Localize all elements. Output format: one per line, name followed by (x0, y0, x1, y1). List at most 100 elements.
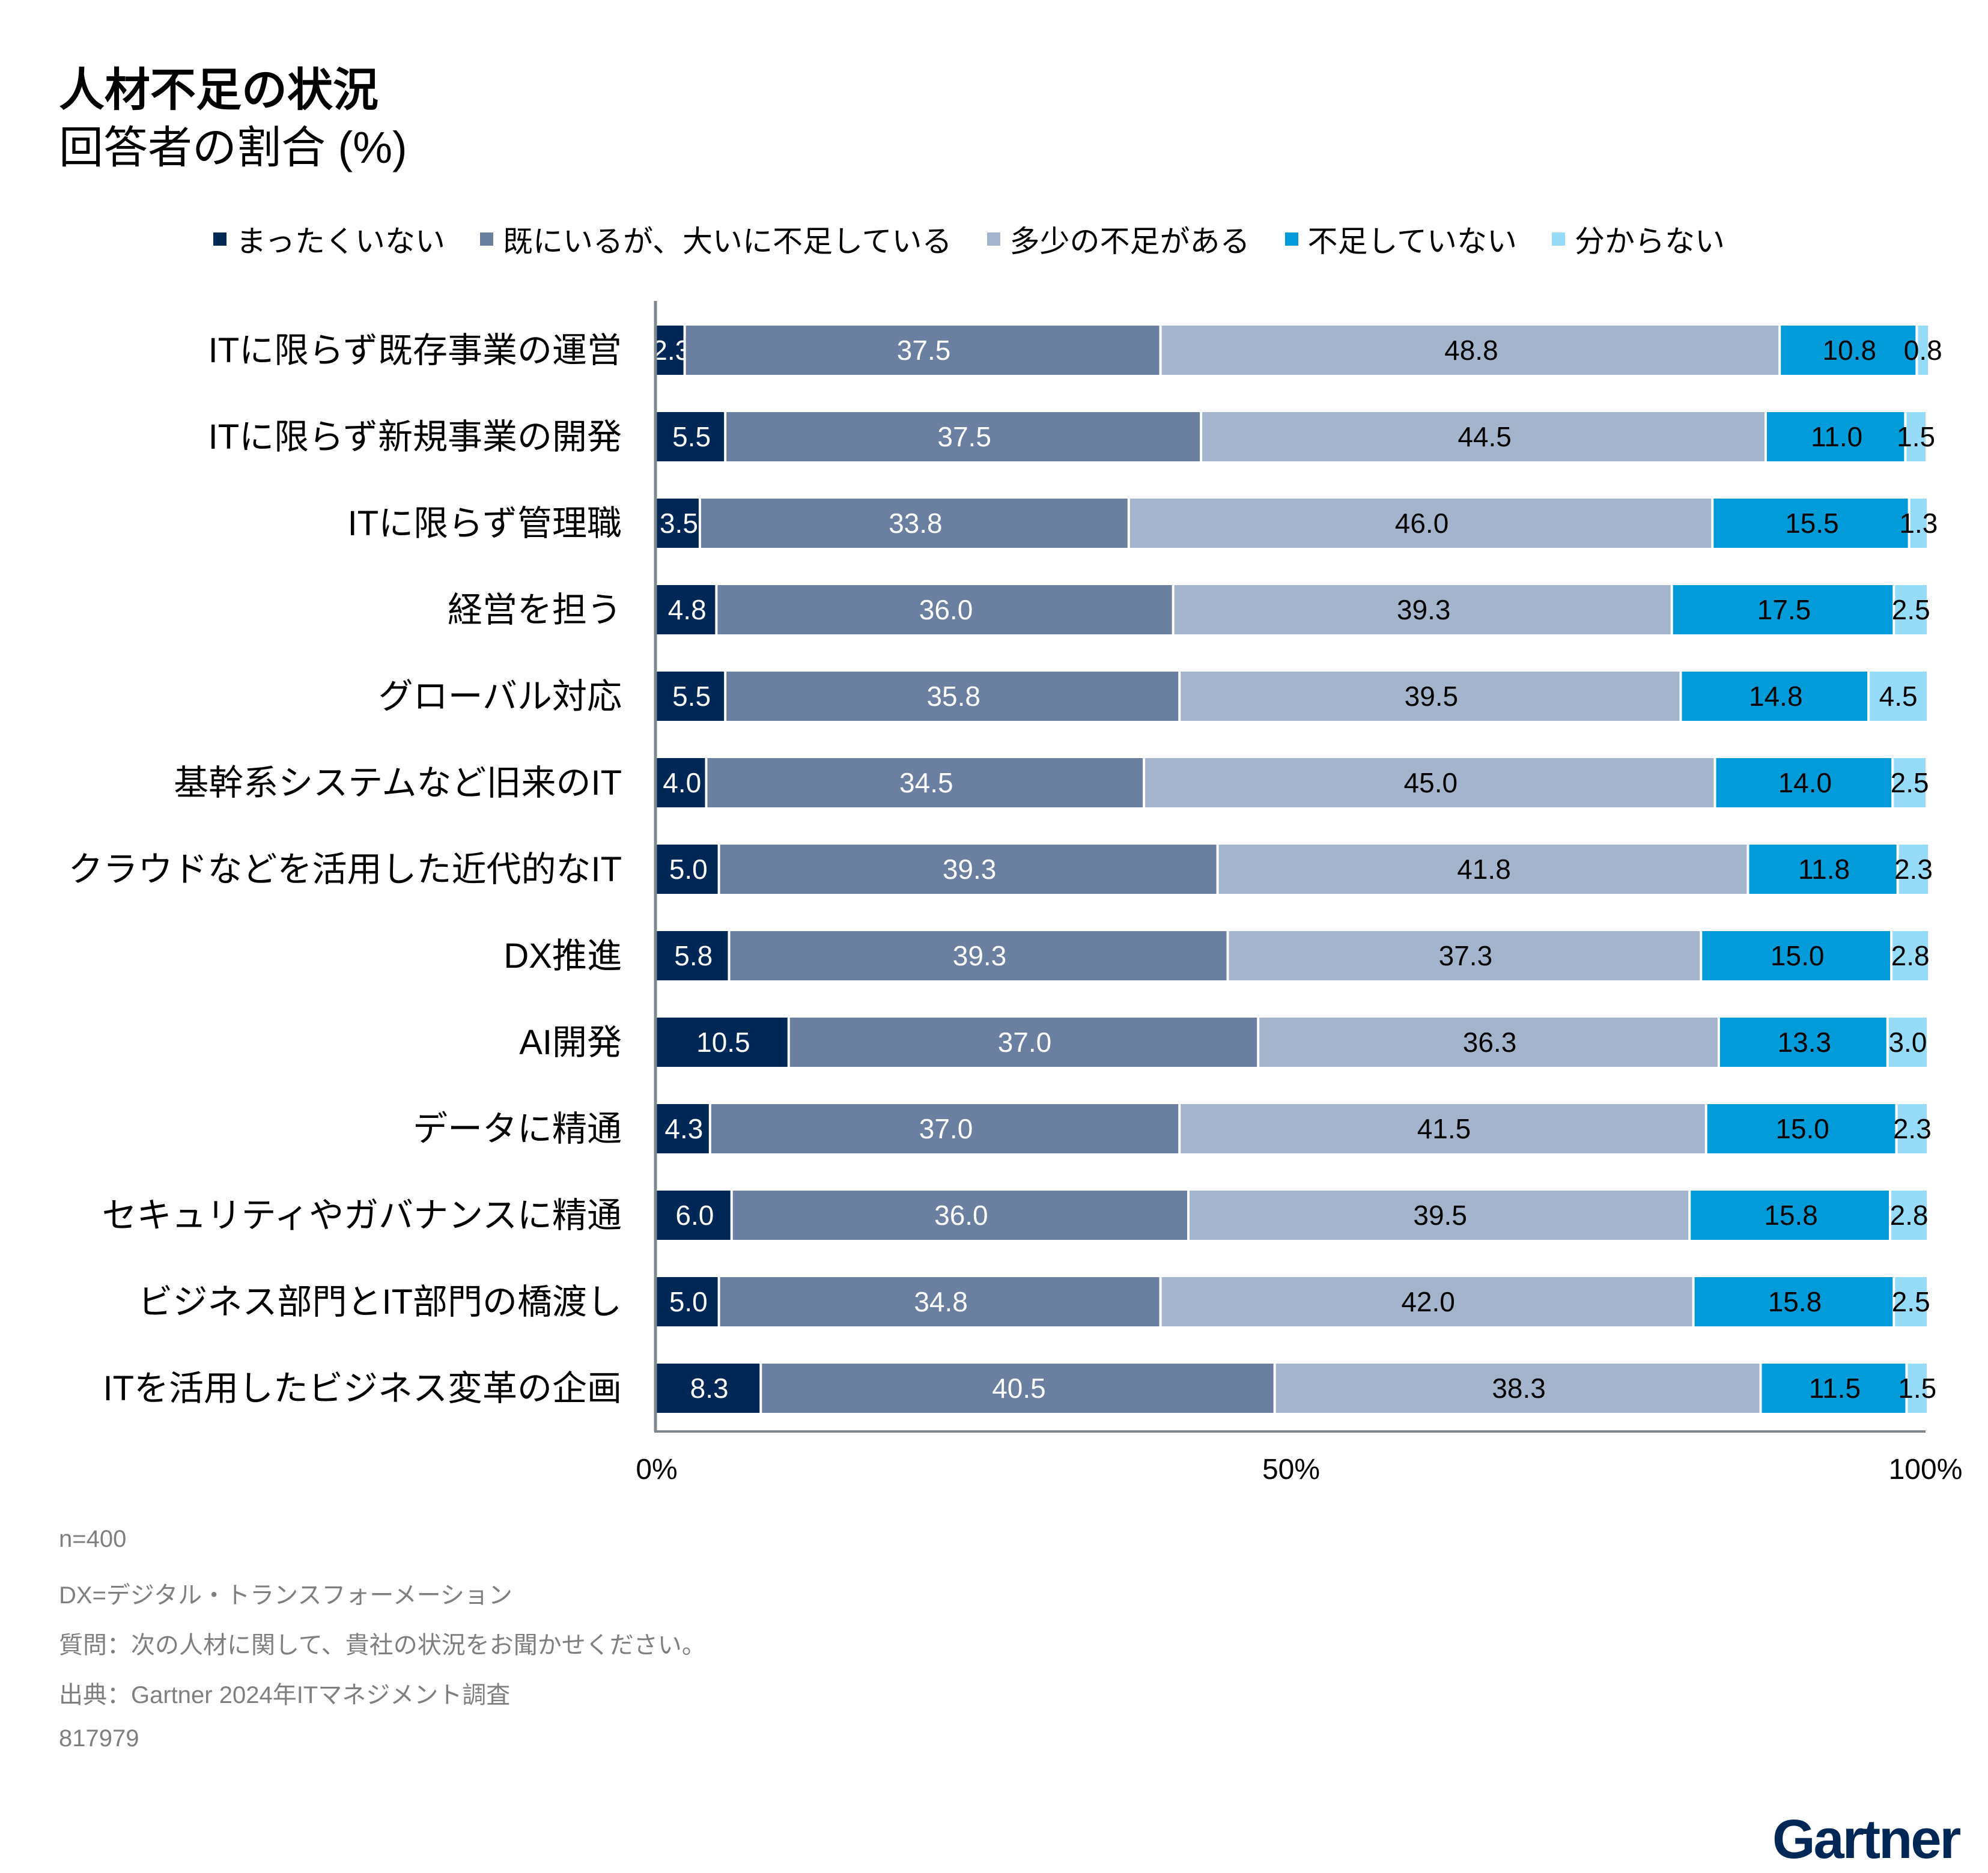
bar-segment (1202, 412, 1765, 461)
data-label: 10.8 (1823, 335, 1877, 366)
data-label: 3.0 (1888, 1027, 1927, 1058)
bar-segment (1174, 585, 1671, 634)
note-sample-size: n=400 (59, 1526, 127, 1552)
bar-segment (657, 1104, 709, 1153)
bar-segment (1767, 412, 1904, 461)
data-label: 36.0 (934, 1200, 988, 1231)
bar-segment (657, 1364, 760, 1413)
bar-segment (701, 499, 1128, 548)
data-label: 2.3 (1893, 1113, 1932, 1144)
data-label: 39.5 (1413, 1200, 1467, 1231)
data-label: 5.5 (672, 421, 711, 452)
legend: まったくいない 既にいるが、大いに不足している 多少の不足がある 不足していない 分から… (213, 217, 1760, 261)
data-label: 35.8 (926, 681, 980, 712)
data-label: 2.3 (1894, 854, 1933, 885)
bar-segment (1716, 758, 1892, 807)
category-label: ITに限らず既存事業の運営 (208, 331, 622, 370)
data-label: 37.5 (897, 335, 951, 366)
data-label: 1.5 (1898, 1373, 1936, 1404)
data-label: 5.0 (669, 1286, 708, 1317)
bar-segment (657, 758, 705, 807)
bar-segment (1907, 1364, 1927, 1413)
data-label: 48.8 (1444, 335, 1498, 366)
data-label: 1.5 (1897, 421, 1935, 452)
note-id: 817979 (59, 1725, 139, 1752)
stacked-bar-chart: ITに限らず既存事業の運営 2.3 37.5 48.8 10.8 0.8 ITに限らず新規事… (68, 301, 1963, 1486)
bar-segment (726, 412, 1200, 461)
data-label: 11.0 (1811, 421, 1862, 452)
data-label: 46.0 (1395, 508, 1449, 539)
bar-segment (720, 1277, 1160, 1326)
data-label: 13.3 (1778, 1027, 1832, 1058)
bar-segment (720, 845, 1217, 894)
bar-segment (657, 412, 725, 461)
bar-segment (789, 1018, 1257, 1067)
data-label: 2.5 (1892, 1286, 1930, 1317)
legend-item: 既にいるが、大いに不足している (480, 217, 952, 261)
x-tick-label: 50% (1262, 1454, 1320, 1486)
data-label: 39.3 (943, 854, 997, 885)
bar-segment (1891, 1191, 1927, 1240)
bar-segment (1906, 412, 1926, 461)
bar-segment (657, 672, 725, 721)
legend-swatch (1284, 232, 1298, 246)
bar-segment (1870, 672, 1927, 721)
bar-segment (1702, 931, 1891, 980)
category-label: DX推進 (503, 936, 622, 976)
data-label: 36.3 (1463, 1027, 1517, 1058)
legend-item: まったくいない (213, 217, 445, 261)
bar-segment (1181, 1104, 1705, 1153)
data-label: 42.0 (1401, 1286, 1455, 1317)
category-label: AI開発 (519, 1023, 622, 1062)
note-question: 質問：次の人材に関して、貴社の状況をお聞かせください。 (59, 1632, 706, 1659)
bar-segment (730, 931, 1227, 980)
category-label: ビジネス部門とIT部門の橋渡し (138, 1283, 622, 1322)
data-label: 2.8 (1890, 1200, 1929, 1231)
gartner-logo: Gartner (1772, 1809, 1961, 1870)
bar-segment (762, 1364, 1274, 1413)
data-label: 37.0 (998, 1027, 1052, 1058)
bar-segment (1895, 1277, 1927, 1326)
data-label: 17.5 (1757, 594, 1811, 625)
bar-segment (1673, 585, 1893, 634)
category-label: ITを活用したビジネス変革の企画 (103, 1369, 622, 1408)
legend-swatch (480, 232, 493, 246)
data-label: 4.8 (668, 594, 707, 625)
legend-label: 分からない (1575, 225, 1725, 258)
data-label: 11.5 (1809, 1373, 1861, 1404)
bar-segment (717, 585, 1172, 634)
data-label: 15.8 (1768, 1286, 1822, 1317)
bar-segment (1694, 1277, 1893, 1326)
data-label: 14.8 (1749, 681, 1803, 712)
data-label: 10.5 (696, 1027, 750, 1058)
legend-item: 不足していない (1284, 217, 1517, 261)
bar-segment (1161, 326, 1779, 375)
bar-segment (1218, 845, 1747, 894)
data-label: 44.5 (1458, 421, 1512, 452)
note-dx-definition: DX=デジタル・トランスフォーメーション (59, 1582, 512, 1609)
data-label: 5.0 (669, 854, 708, 885)
bar-segment (1259, 1018, 1718, 1067)
legend-label: 多少の不足がある (1009, 225, 1250, 258)
data-label: 4.5 (1879, 681, 1918, 712)
bar-segment (1229, 931, 1700, 980)
data-label: 37.5 (937, 421, 991, 452)
legend-item: 多少の不足がある (986, 217, 1250, 261)
bar-segment (1892, 931, 1929, 980)
bar-segment (1895, 585, 1927, 634)
bar-segment (657, 931, 728, 980)
bar-segment (726, 672, 1179, 721)
data-label: 14.0 (1778, 767, 1832, 798)
bar-segment (732, 1191, 1188, 1240)
bar-segment (1691, 1191, 1889, 1240)
x-tick-label: 100% (1889, 1454, 1963, 1486)
data-label: 1.3 (1899, 508, 1938, 539)
data-label: 15.5 (1785, 508, 1839, 539)
data-label: 40.5 (992, 1373, 1046, 1404)
data-label: 4.3 (664, 1113, 703, 1144)
data-label: 0.8 (1904, 335, 1942, 366)
chart-title: 人材不足の状況 (59, 65, 378, 116)
bar-segment (657, 1277, 718, 1326)
legend-swatch (986, 232, 1000, 246)
data-label: 33.8 (889, 508, 943, 539)
